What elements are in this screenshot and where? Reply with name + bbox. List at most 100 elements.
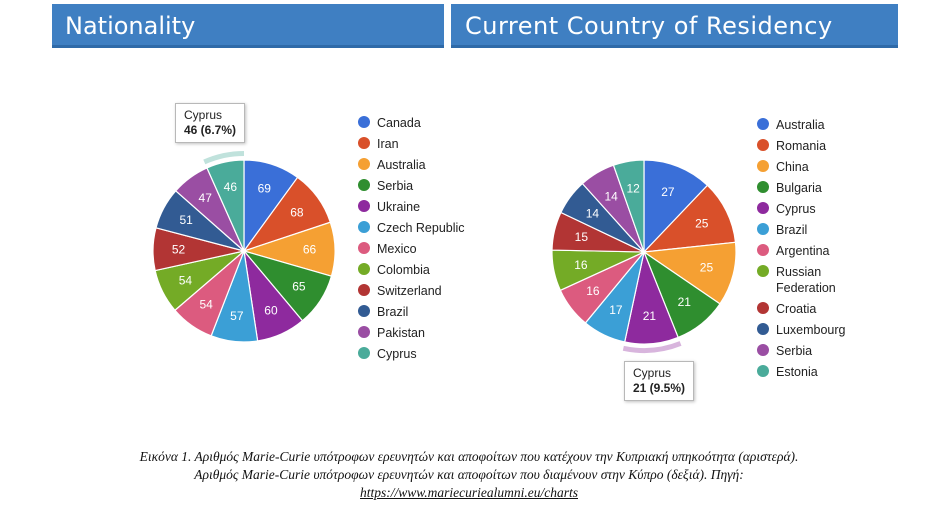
tooltip-label: Cyprus — [633, 366, 672, 380]
legend-swatch — [757, 244, 769, 256]
slice-value-label: 46 — [224, 180, 238, 194]
legend-item-serbia[interactable]: Serbia — [757, 343, 876, 359]
legend-item-russian-federation[interactable]: Russian Federation — [757, 264, 876, 296]
slice-value-label: 17 — [609, 303, 623, 317]
legend-item-luxembourg[interactable]: Luxembourg — [757, 322, 876, 338]
legend-label: Croatia — [776, 302, 817, 316]
legend-item-romania[interactable]: Romania — [757, 138, 876, 154]
slice-value-label: 16 — [574, 258, 588, 272]
slice-value-label: 25 — [695, 217, 709, 231]
slice-value-label: 68 — [290, 205, 304, 219]
slice-value-label: 57 — [230, 309, 244, 323]
legend-swatch — [757, 202, 769, 214]
slice-value-label: 21 — [643, 309, 657, 323]
legend-item-cyprus[interactable]: Cyprus — [358, 346, 477, 362]
slice-value-label: 52 — [172, 243, 186, 257]
legend-item-cyprus[interactable]: Cyprus — [757, 201, 876, 217]
caption-source-link[interactable]: https://www.mariecuriealumni.eu/charts — [360, 485, 578, 500]
legend-label: Brazil — [377, 305, 409, 319]
residency-tooltip: Cyprus 21 (9.5%) — [624, 361, 695, 401]
legend-item-pakistan[interactable]: Pakistan — [358, 325, 477, 341]
legend-label: Iran — [377, 137, 399, 151]
legend-swatch — [358, 200, 370, 212]
legend-label: Serbia — [377, 179, 414, 193]
legend-label: Colombia — [377, 263, 430, 277]
legend-item-argentina[interactable]: Argentina — [757, 243, 876, 259]
legend-swatch — [757, 302, 769, 314]
legend-item-estonia[interactable]: Estonia — [757, 364, 876, 380]
legend-item-colombia[interactable]: Colombia — [358, 262, 477, 278]
legend-item-mexico[interactable]: Mexico — [358, 241, 477, 257]
legend-label: Brazil — [776, 223, 808, 237]
slice-value-label: 60 — [264, 304, 278, 318]
legend-item-china[interactable]: China — [757, 159, 876, 175]
pie-slice-australia[interactable] — [643, 159, 709, 254]
pie-slice-cyprus[interactable] — [206, 159, 245, 252]
legend-swatch — [757, 265, 769, 277]
slice-value-label: 25 — [700, 261, 714, 275]
legend-item-ukraine[interactable]: Ukraine — [358, 199, 477, 215]
legend-swatch — [358, 158, 370, 170]
caption-line-1: Εικόνα 1. Αριθμός Marie-Curie υπότροφων … — [139, 449, 799, 464]
residency-header: Current Country of Residency — [451, 4, 898, 48]
legend-swatch — [358, 263, 370, 275]
nationality-header: Nationality — [52, 4, 444, 48]
legend-label: China — [776, 160, 809, 174]
legend-label: Luxembourg — [776, 323, 846, 337]
slice-value-label: 15 — [575, 230, 589, 244]
legend-swatch — [358, 326, 370, 338]
tooltip-label: Cyprus — [184, 108, 223, 122]
legend-swatch — [757, 118, 769, 130]
legend-swatch — [358, 221, 370, 233]
nationality-legend: Canada Iran Australia Serbia Ukraine Czech Re… — [358, 115, 477, 367]
legend-item-serbia[interactable]: Serbia — [358, 178, 477, 194]
highlight-ring-cyprus — [203, 151, 244, 165]
legend-item-australia[interactable]: Australia — [358, 157, 477, 173]
slice-value-label: 12 — [626, 182, 640, 196]
legend-swatch — [757, 223, 769, 235]
legend-label: Bulgaria — [776, 181, 822, 195]
legend-swatch — [757, 365, 769, 377]
legend-item-iran[interactable]: Iran — [358, 136, 477, 152]
slice-value-label: 51 — [180, 213, 194, 227]
legend-label: Argentina — [776, 244, 830, 258]
legend-item-canada[interactable]: Canada — [358, 115, 477, 131]
pie-slice-china[interactable] — [642, 241, 737, 305]
legend-label: Mexico — [377, 242, 417, 256]
slice-value-label: 16 — [586, 284, 600, 298]
slice-value-label: 27 — [661, 185, 675, 199]
slice-value-label: 65 — [292, 280, 306, 294]
tooltip-value: 21 (9.5%) — [633, 381, 686, 395]
legend-item-czech-republic[interactable]: Czech Republic — [358, 220, 477, 236]
slice-value-label: 47 — [199, 191, 213, 205]
legend-item-australia[interactable]: Australia — [757, 117, 876, 133]
legend-label: Russian Federation — [776, 265, 836, 295]
pie-slice-estonia[interactable] — [612, 159, 645, 253]
legend-swatch — [757, 323, 769, 335]
legend-label: Pakistan — [377, 326, 425, 340]
nationality-tooltip: Cyprus 46 (6.7%) — [175, 103, 246, 143]
legend-swatch — [757, 181, 769, 193]
legend-swatch — [358, 179, 370, 191]
legend-label: Ukraine — [377, 200, 421, 214]
highlight-ring-cyprus — [622, 341, 682, 353]
slice-value-label: 69 — [258, 182, 272, 196]
legend-label: Cyprus — [377, 347, 417, 361]
legend-swatch — [757, 344, 769, 356]
legend-label: Cyprus — [776, 202, 816, 216]
legend-label: Romania — [776, 139, 827, 153]
slice-value-label: 54 — [179, 273, 193, 287]
legend-swatch — [757, 160, 769, 172]
legend-swatch — [358, 305, 370, 317]
legend-label: Australia — [377, 158, 426, 172]
legend-item-bulgaria[interactable]: Bulgaria — [757, 180, 876, 196]
figure-caption: Εικόνα 1. Αριθμός Marie-Curie υπότροφων … — [0, 448, 938, 502]
pie-slice-romania[interactable] — [642, 184, 737, 253]
legend-label: Switzerland — [377, 284, 442, 298]
legend-item-croatia[interactable]: Croatia — [757, 301, 876, 317]
legend-label: Australia — [776, 118, 825, 132]
legend-item-switzerland[interactable]: Switzerland — [358, 283, 477, 299]
legend-item-brazil[interactable]: Brazil — [757, 222, 876, 238]
legend-item-brazil[interactable]: Brazil — [358, 304, 477, 320]
